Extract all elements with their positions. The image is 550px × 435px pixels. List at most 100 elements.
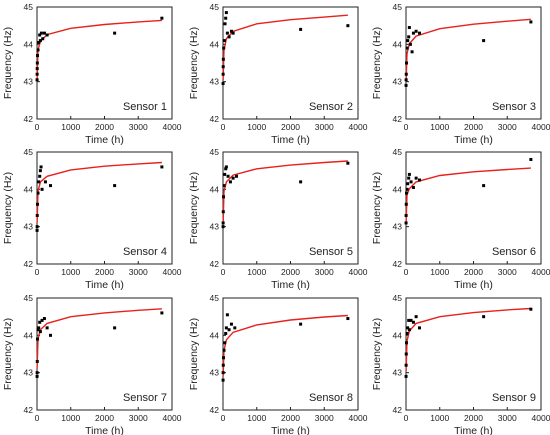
x-tick-label: 0 [221,122,226,132]
data-point [407,318,411,322]
data-point [229,29,233,33]
data-point [405,341,409,345]
y-tick-label: 45 [393,147,403,157]
data-point [224,16,228,20]
data-point [35,72,39,76]
y-tick-label: 44 [210,184,220,194]
data-point [38,174,42,178]
data-point [35,228,39,232]
data-point [529,307,533,311]
y-tick-label: 43 [393,222,403,232]
y-tick-label: 42 [24,405,34,415]
y-axis-title: Frequency (Hz) [2,27,14,99]
data-point [227,328,231,332]
data-point [113,184,117,188]
data-point [160,16,164,20]
x-tick-label: 1000 [61,413,80,423]
data-point [405,61,409,65]
data-point [222,184,226,188]
x-tick-label: 0 [221,413,226,423]
data-point [40,318,44,322]
data-point [37,40,41,44]
data-point [35,374,39,378]
data-point [38,33,42,37]
y-axis-title: Frequency (Hz) [371,27,383,99]
data-point [299,27,303,31]
data-point [404,374,408,378]
sensor-label: Sensor 4 [123,246,167,258]
data-point [228,180,232,184]
plot-frame [222,151,359,265]
data-point [225,313,229,317]
data-point [43,180,47,184]
plot-frame [405,151,542,265]
data-point [35,359,39,363]
x-tick-label: 2000 [95,267,114,277]
data-point [229,322,233,326]
data-point [38,320,42,324]
data-point [408,42,412,46]
x-tick-label: 1000 [430,413,449,423]
data-point [410,50,414,54]
y-tick-label: 43 [393,368,403,378]
x-tick-label: 3000 [498,413,517,423]
chart-panel-7: 42 43 44 45 0 1000 2000 3000 4000 Time (h) Frequen… [2,293,182,435]
data-point [221,363,225,367]
y-tick-label: 42 [393,259,403,269]
data-point [224,11,228,15]
data-point [405,46,409,50]
fit-curve [222,160,348,225]
data-point [36,202,40,206]
chart-panel-3: 42 43 44 45 0 1000 2000 3000 4000 Time (h) Frequen… [371,2,550,146]
data-point [223,22,227,26]
data-point [36,337,40,341]
y-tick-label: 44 [393,184,403,194]
data-point [36,48,40,52]
data-point [404,363,408,367]
data-point [482,39,486,43]
sensor-label: Sensor 7 [123,392,167,404]
y-tick-label: 45 [393,293,403,303]
x-tick-label: 0 [404,267,409,277]
fit-curve [36,308,162,369]
x-tick-label: 3000 [129,267,148,277]
data-point [35,78,39,82]
chart-panel-1: 42 43 44 45 0 1000 2000 3000 4000 Time (h) Frequen… [2,2,182,146]
data-point [38,39,42,43]
data-point [35,371,39,375]
x-tick-label: 1000 [430,267,449,277]
plot-frame [405,297,542,411]
data-point [45,33,49,37]
data-point [225,31,229,35]
data-point [404,72,408,76]
x-tick-label: 3000 [315,267,334,277]
x-tick-label: 4000 [349,413,368,423]
x-tick-label: 3000 [498,267,517,277]
x-tick-label: 2000 [95,413,114,423]
y-tick-label: 45 [210,147,220,157]
sensor-label: Sensor 1 [123,101,167,113]
y-tick-label: 45 [210,2,220,12]
data-point [37,180,41,184]
data-point [482,184,486,188]
sensor-label: Sensor 3 [492,101,536,113]
data-point [411,185,415,189]
data-point [222,39,226,43]
data-point [221,371,225,375]
sensor-label: Sensor 2 [309,101,353,113]
x-tick-label: 1000 [247,413,266,423]
data-point [231,31,235,35]
data-point [39,165,43,169]
data-point [418,31,421,35]
y-tick-label: 43 [210,368,220,378]
y-tick-label: 45 [24,293,34,303]
y-axis-title: Frequency (Hz) [371,172,383,244]
x-axis-title: Time (h) [271,134,310,146]
data-point [222,46,226,50]
x-tick-label: 4000 [532,413,550,423]
data-point [414,315,418,319]
y-tick-label: 42 [210,259,220,269]
y-axis-title: Frequency (Hz) [188,318,200,390]
data-point [409,318,413,322]
